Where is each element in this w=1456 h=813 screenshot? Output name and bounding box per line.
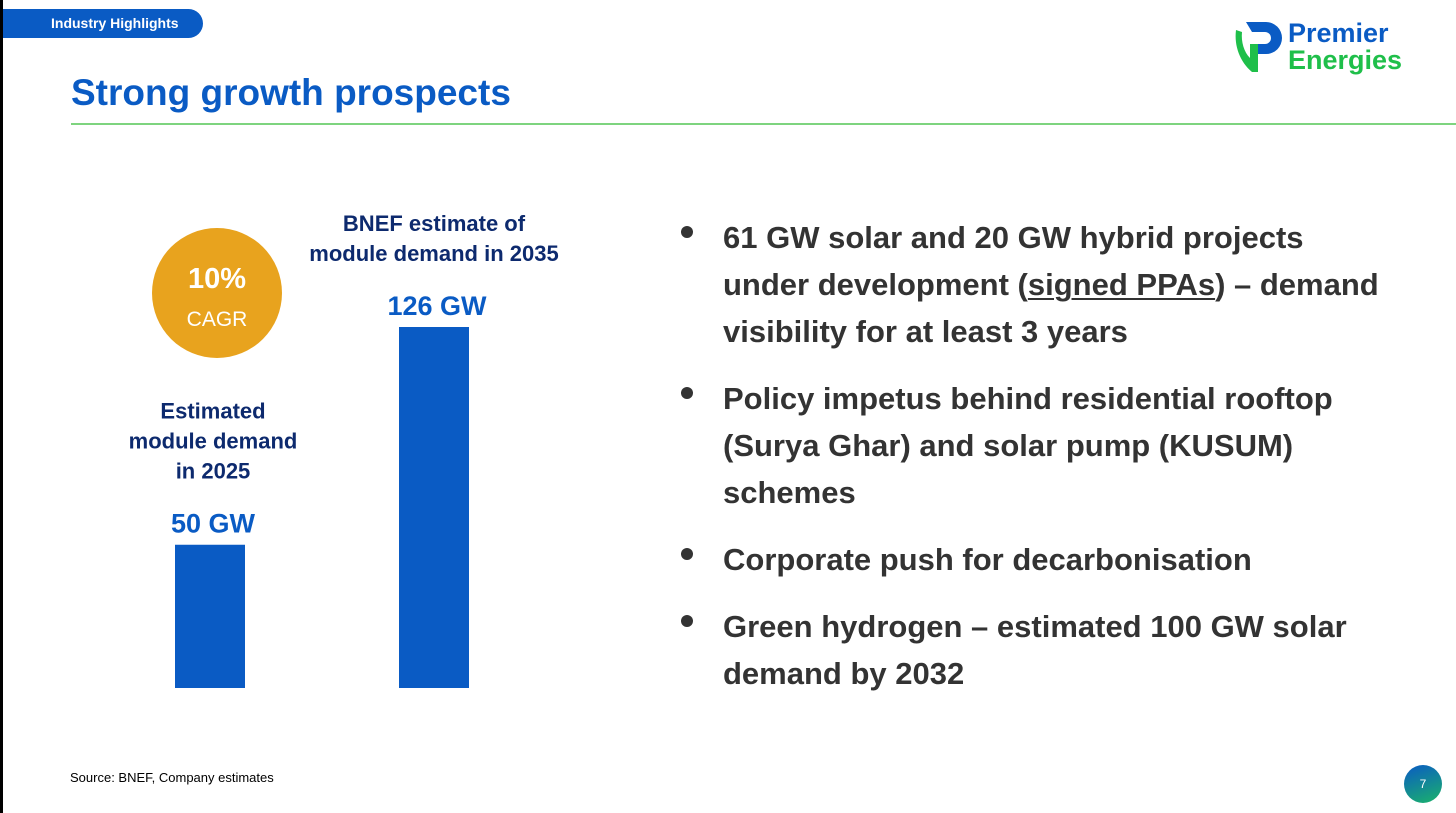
section-label-pill: Industry Highlights xyxy=(3,9,203,38)
bullet-item-1: 61 GW solar and 20 GW hybrid projects un… xyxy=(678,214,1398,355)
left-edge-border xyxy=(0,0,3,813)
bullet-2-text-1: Policy impetus behind residential roofto… xyxy=(723,381,1333,510)
bullet-3-text-1: Corporate push for decarbonisation xyxy=(723,542,1252,577)
bar-category-label-1-line-3: in 2025 xyxy=(176,459,251,484)
bullet-item-3: Corporate push for decarbonisation xyxy=(678,536,1398,583)
cagr-value: 10% xyxy=(188,263,246,295)
bar-2 xyxy=(399,327,469,688)
cagr-label: CAGR xyxy=(187,308,248,331)
page-title: Strong growth prospects xyxy=(71,72,511,113)
bullet-1-text-2: signed PPAs xyxy=(1027,267,1216,302)
bullet-4-text-1: Green hydrogen – estimated 100 GW solar … xyxy=(723,609,1347,691)
bullet-item-4: Green hydrogen – estimated 100 GW solar … xyxy=(678,603,1398,697)
bar-category-label-2-line-2: module demand in 2035 xyxy=(309,241,558,266)
logo-line-1: Premier xyxy=(1288,18,1389,48)
bar-value-label-1: 50 GW xyxy=(171,509,256,539)
bullet-1-text-1: 61 GW solar and 20 GW hybrid projects un… xyxy=(723,220,1304,302)
page-number-badge: 7 xyxy=(1404,765,1442,803)
premier-energies-logo-mark-icon xyxy=(1235,22,1282,72)
bullet-dot-icon xyxy=(681,387,693,399)
bar-category-label-2-line-1: BNEF estimate of xyxy=(343,211,526,236)
title-divider xyxy=(71,123,1456,125)
bar-1 xyxy=(175,544,245,688)
bar-category-label-1-line-1: Estimated xyxy=(160,399,265,424)
bar-category-label-1-line-2: module demand xyxy=(129,429,298,454)
bullet-item-2: Policy impetus behind residential roofto… xyxy=(678,375,1398,516)
logo-wordmark: Premier Energies xyxy=(1288,20,1402,74)
module-demand-bar-chart: 50 GW Estimated module demand in 2025 126 GW… xyxy=(129,211,559,688)
bullet-dot-icon xyxy=(681,548,693,560)
cagr-badge xyxy=(152,228,282,358)
key-points-list: 61 GW solar and 20 GW hybrid projects un… xyxy=(678,214,1398,717)
bullet-dot-icon xyxy=(681,615,693,627)
logo-line-2: Energies xyxy=(1288,45,1403,75)
source-note: Source: BNEF, Company estimates xyxy=(70,770,274,785)
bullet-dot-icon xyxy=(681,226,693,238)
bullet-1-text-3: ) – demand visibility for at least 3 yea… xyxy=(723,267,1379,349)
bar-value-label-2: 126 GW xyxy=(387,291,487,321)
company-logo: Premier Energies xyxy=(1232,18,1432,80)
